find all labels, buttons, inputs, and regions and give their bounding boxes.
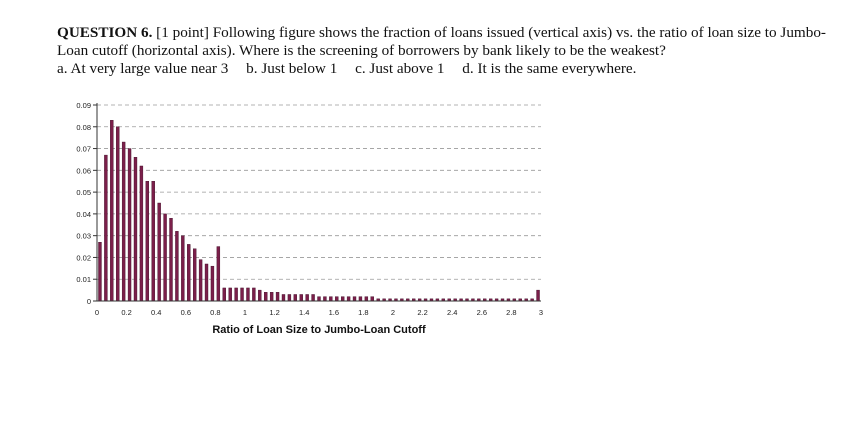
x-tick-label: 1.2 [269, 308, 279, 317]
bar [222, 287, 226, 302]
bar [145, 181, 149, 302]
bar [110, 120, 114, 302]
y-tick-label: 0.01 [76, 275, 91, 284]
question-heading: QUESTION 6. [57, 24, 153, 41]
bar [287, 294, 292, 302]
option-b: b. Just below 1 [246, 60, 338, 77]
bar [139, 165, 144, 302]
y-tick-label: 0 [87, 297, 91, 306]
y-tick-label: 0.06 [76, 166, 91, 175]
y-tick-label: 0.08 [76, 123, 91, 132]
y-tick-label: 0.03 [76, 232, 91, 241]
bar [358, 296, 363, 302]
bar [98, 241, 102, 302]
bar [293, 294, 297, 302]
bar [127, 148, 132, 302]
bar [175, 231, 179, 302]
bar [163, 213, 167, 302]
bar [323, 296, 327, 302]
bars [98, 120, 540, 302]
bar [121, 141, 126, 302]
x-tick-label: 2.6 [477, 308, 487, 317]
bar [210, 265, 215, 302]
bar [269, 292, 274, 302]
x-tick-label: 2.4 [447, 308, 457, 317]
bar [133, 157, 138, 302]
bar [311, 294, 315, 302]
option-c: c. Just above 1 [355, 60, 445, 77]
bar [246, 287, 250, 302]
bar [116, 126, 120, 302]
bar [198, 259, 203, 302]
bar [192, 248, 197, 302]
y-tick-label: 0.05 [76, 188, 91, 197]
axes [93, 103, 541, 302]
bar [181, 235, 185, 302]
bar [352, 296, 357, 302]
bar [104, 154, 108, 302]
x-axis-label: Ratio of Loan Size to Jumbo-Loan Cutoff [212, 324, 426, 336]
x-tick-label: 0.4 [151, 308, 161, 317]
bar [346, 296, 351, 302]
x-tick-label: 1 [243, 308, 247, 317]
x-tick-labels: 0 0.2 0.4 0.6 0.8 1 1.2 1.4 1.6 1.8 2 2.2 2.4 2.6 2.8 3 [95, 308, 543, 317]
bar [275, 292, 280, 302]
bar [317, 296, 321, 302]
x-tick-label: 0 [95, 308, 99, 317]
y-tick-label: 0.04 [76, 210, 91, 219]
bar [216, 246, 221, 302]
bar [299, 294, 303, 302]
y-tick-label: 0.07 [76, 145, 91, 154]
question-text: [1 point] Following figure shows the fra… [57, 24, 826, 59]
x-tick-label: 1.8 [358, 308, 368, 317]
x-tick-label: 2.8 [506, 308, 516, 317]
bar [204, 263, 209, 302]
option-d: d. It is the same everywhere. [462, 60, 637, 77]
bar [234, 287, 238, 302]
bar [169, 218, 173, 302]
x-tick-label: 0.8 [210, 308, 220, 317]
y-tick-labels: 0 0.01 0.02 0.03 0.04 0.05 0.06 0.07 0.08 0.09 [76, 101, 91, 306]
bar [341, 296, 345, 302]
answer-options: a. At very large value near 3 b. Just be… [57, 60, 837, 78]
bar [370, 296, 374, 302]
bar [157, 202, 161, 302]
bar [364, 296, 369, 302]
bar [151, 181, 155, 302]
y-tick-label: 0.09 [76, 101, 91, 110]
bar [264, 292, 268, 302]
x-tick-label: 2 [391, 308, 395, 317]
bar [252, 287, 256, 302]
bar [329, 296, 333, 302]
option-a: a. At very large value near 3 [57, 60, 229, 77]
bar [187, 244, 191, 302]
bar [240, 287, 244, 302]
x-tick-label: 1.6 [329, 308, 339, 317]
y-tick-label: 0.02 [76, 253, 91, 262]
question-block: QUESTION 6. [1 point] Following figure s… [57, 24, 837, 78]
x-tick-label: 2.2 [417, 308, 427, 317]
bar [228, 287, 232, 302]
bar [258, 289, 262, 302]
x-tick-label: 3 [539, 308, 543, 317]
x-tick-label: 0.6 [181, 308, 191, 317]
bar [305, 294, 309, 302]
bar [536, 289, 540, 302]
x-tick-label: 1.4 [299, 308, 309, 317]
x-tick-label: 0.2 [121, 308, 131, 317]
bar [335, 296, 339, 302]
bar [281, 294, 286, 302]
